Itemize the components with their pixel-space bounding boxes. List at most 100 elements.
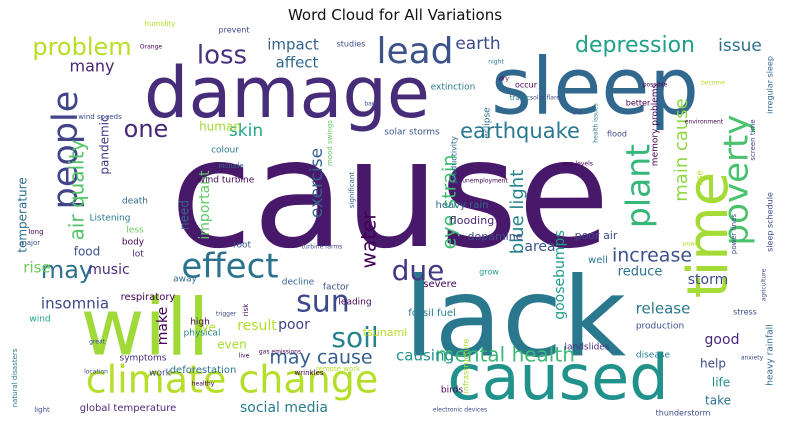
word-sea-levels: sea levels bbox=[563, 161, 593, 168]
word-work: work bbox=[149, 369, 172, 379]
word-away: away bbox=[173, 275, 197, 285]
word-damage: damage bbox=[144, 52, 430, 134]
word-many: many bbox=[70, 57, 115, 76]
word-soil: soil bbox=[331, 321, 378, 354]
word-lot: lot bbox=[132, 250, 144, 260]
chart-title: Word Cloud for All Variations bbox=[287, 6, 503, 24]
word-may-cause: may cause bbox=[269, 347, 372, 369]
word-eye: eye bbox=[194, 321, 216, 335]
word-increase: increase bbox=[612, 245, 692, 267]
word-orange: Orange bbox=[140, 44, 162, 51]
word-pandemic: pandemic bbox=[98, 115, 112, 174]
word-sleep: sleep bbox=[491, 42, 699, 132]
word-music: music bbox=[88, 262, 129, 278]
word-heavy-rain: heavy rain bbox=[436, 200, 489, 211]
word-one: one bbox=[124, 115, 169, 143]
word-water: water bbox=[357, 211, 381, 269]
word-long: long bbox=[28, 228, 43, 236]
word-remote-work: remote work bbox=[316, 365, 361, 373]
word-significant: significant bbox=[348, 172, 356, 208]
word-social-media: social media bbox=[240, 400, 328, 416]
word-insomnia: insomnia bbox=[41, 295, 109, 313]
word-poor-air: poor air bbox=[575, 229, 618, 242]
word-life: life bbox=[712, 376, 730, 390]
word-plant: plant bbox=[619, 144, 658, 228]
word-wrinkles: wrinkles bbox=[295, 369, 324, 377]
word-healthy: healthy bbox=[192, 381, 215, 388]
word-leading: leading bbox=[338, 298, 371, 308]
word-global-temperature: global temperature bbox=[80, 403, 177, 414]
word-risk: risk bbox=[242, 303, 250, 316]
word-irregular-sleep: irregular sleep bbox=[766, 56, 775, 114]
word-poverty: poverty bbox=[717, 115, 757, 246]
word-well: well bbox=[588, 255, 608, 266]
word-mental-health: mental health bbox=[435, 343, 575, 367]
word-production: production bbox=[636, 322, 684, 332]
word-time: time bbox=[676, 172, 741, 299]
word-blue-light: blue light bbox=[507, 170, 528, 255]
word-live: live bbox=[239, 353, 250, 360]
word-studies: studies bbox=[337, 40, 366, 49]
word-earth: earth bbox=[455, 34, 500, 54]
word-become: become bbox=[701, 80, 725, 87]
word-flooding: flooding bbox=[450, 214, 494, 227]
word-mood-swings: mood swings bbox=[326, 120, 334, 166]
word-lead: lead bbox=[376, 31, 453, 72]
word-root: root bbox=[233, 241, 252, 251]
word-wind: wind bbox=[29, 315, 50, 325]
word-better: better bbox=[626, 99, 651, 108]
word-turbine-farms: turbine farms bbox=[302, 244, 343, 251]
word-landslides: landslides bbox=[564, 343, 609, 353]
word-exercise: exercise bbox=[307, 148, 327, 218]
word-sleep-schedule: sleep schedule bbox=[766, 192, 775, 252]
word-impact: impact bbox=[267, 36, 319, 54]
word-climate-change: climate change bbox=[86, 358, 379, 402]
word-area: area bbox=[524, 239, 555, 255]
word-heavy-rainfall: heavy rainfall bbox=[766, 324, 776, 385]
word-temperature: temperature bbox=[16, 177, 30, 252]
word-storm: storm bbox=[688, 272, 729, 288]
word-sun: sun bbox=[296, 285, 350, 320]
word-electronic-devices: electronic devices bbox=[433, 407, 487, 414]
word-colour: colour bbox=[211, 146, 239, 156]
word-eye-strain: eye strain bbox=[439, 155, 461, 250]
word-effect: effect bbox=[181, 247, 278, 287]
word-caused: caused bbox=[447, 341, 668, 414]
word-even: even bbox=[217, 338, 246, 352]
word-bad: bad bbox=[364, 101, 375, 108]
word-agriculture: agriculture bbox=[761, 268, 768, 301]
word-take: take bbox=[705, 394, 731, 408]
word-may: may bbox=[41, 256, 93, 284]
word-infrastructure: infrastructure bbox=[462, 339, 471, 394]
word-body: body bbox=[122, 238, 145, 248]
word-stress: stress bbox=[733, 308, 757, 317]
word-power-lines: power lines bbox=[730, 214, 738, 254]
word-traffic: traffic bbox=[510, 94, 531, 102]
word-solar-storms: solar storms bbox=[384, 128, 440, 138]
word-need: need bbox=[178, 200, 192, 230]
word-important: important bbox=[197, 170, 213, 240]
word-high: high bbox=[190, 318, 210, 328]
word-health-issues: health issues bbox=[593, 103, 600, 142]
word-productivity: productivity bbox=[450, 136, 459, 184]
word-gas-emissions: gas emissions bbox=[259, 349, 301, 356]
word-trigger: trigger bbox=[216, 311, 237, 318]
word-possible: possible bbox=[643, 82, 668, 89]
word-include: include bbox=[218, 162, 243, 170]
word-night: night bbox=[488, 59, 504, 66]
word-use: use bbox=[696, 170, 706, 186]
word-lack: lack bbox=[404, 253, 626, 381]
word-due: due bbox=[392, 254, 445, 287]
word-wind-speeds: wind speeds bbox=[78, 113, 122, 121]
word-severe: severe bbox=[423, 279, 456, 290]
word-physical: physical bbox=[184, 329, 221, 339]
word-reduce: reduce bbox=[618, 265, 663, 280]
word-wind-turbine: wind turbine bbox=[198, 176, 255, 186]
word-main-cause: main cause bbox=[671, 98, 692, 201]
word-earthquake: earthquake bbox=[460, 119, 580, 143]
word-birds: birds bbox=[441, 386, 463, 396]
word-problem: problem bbox=[32, 33, 131, 61]
word-occur: occur bbox=[515, 81, 538, 90]
word-humidity: humidity bbox=[145, 20, 176, 28]
word-grow: grow bbox=[479, 268, 499, 277]
